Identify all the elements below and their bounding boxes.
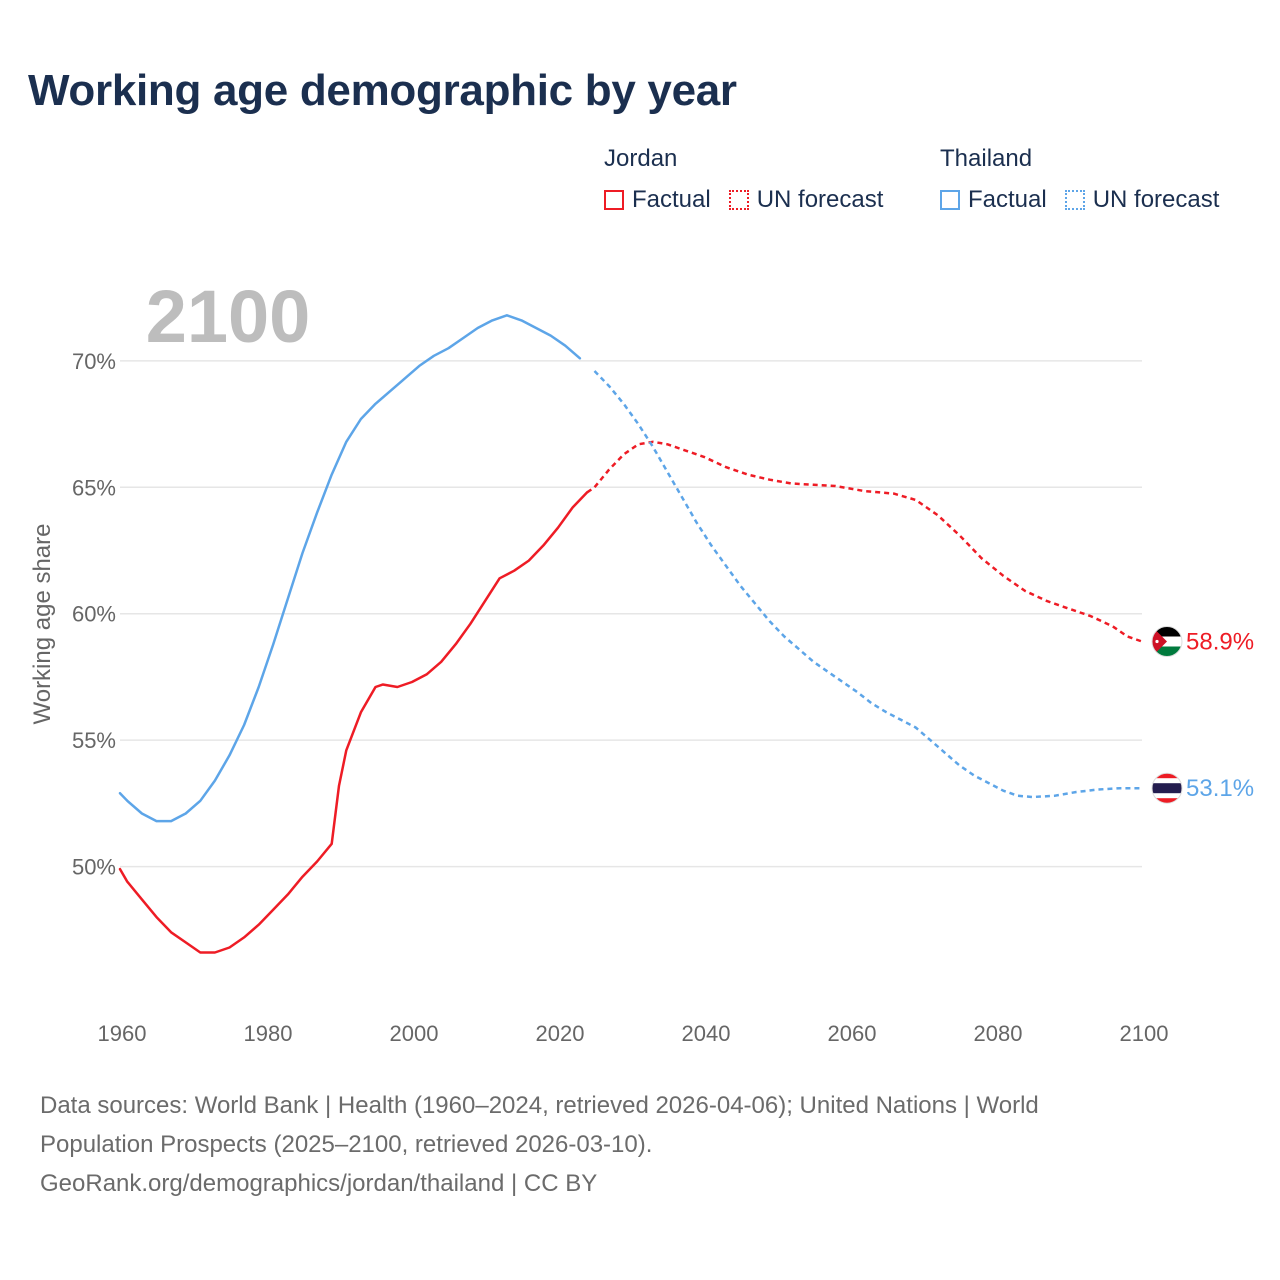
y-tick-label: 50%: [72, 855, 116, 880]
x-tick-label: 2040: [682, 1021, 731, 1046]
y-tick-label: 70%: [72, 349, 116, 374]
thailand-forecast-line: [593, 370, 1142, 799]
year-watermark: 2100: [146, 275, 311, 358]
x-tick-label: 2100: [1120, 1021, 1169, 1046]
legend-thailand-factual-label: Factual: [968, 186, 1047, 213]
y-axis-label: Working age share: [29, 524, 56, 725]
jordan-flag-icon: [1151, 626, 1183, 657]
footer-credit[interactable]: GeoRank.org/demographics/jordan/thailand…: [40, 1170, 598, 1197]
legend-thailand-factual[interactable]: Factual: [940, 186, 1047, 214]
x-tick-label: 2000: [390, 1021, 439, 1046]
gridlines: [120, 360, 1142, 868]
thailand-flag-icon: [1151, 772, 1183, 804]
legend-thailand-forecast-swatch: [1064, 190, 1085, 210]
footer-sources-line2: Population Prospects (2025–2100, retriev…: [40, 1131, 653, 1158]
legend-thailand-factual-swatch: [940, 190, 960, 210]
y-tick-label: 60%: [72, 602, 116, 627]
y-tick-label: 55%: [72, 728, 116, 753]
jordan-factual-line: [118, 491, 589, 954]
x-tick-label: 2020: [536, 1021, 585, 1046]
thailand-factual-line: [118, 314, 582, 823]
series-endpoints: 58.9% 53.1%: [1151, 626, 1254, 804]
x-tick-label: 2080: [974, 1021, 1023, 1046]
legend-thailand-forecast[interactable]: UN forecast: [1064, 186, 1220, 214]
jordan-end-label: 58.9%: [1186, 629, 1254, 656]
x-axis-ticks: 1960 1980 2000 2020 2040 2060 2080 2100: [98, 1021, 1169, 1046]
chart-footer: Data sources: World Bank | Health (1960–…: [40, 1086, 1240, 1203]
series-lines: [118, 314, 1143, 954]
legend-thailand-name: Thailand: [940, 145, 1033, 172]
y-tick-label: 65%: [72, 475, 116, 500]
y-axis-ticks: 50% 55% 60% 65% 70%: [72, 349, 116, 880]
legend-jordan-forecast[interactable]: UN forecast: [728, 186, 884, 214]
chart-title: Working age demographic by year: [28, 66, 737, 115]
legend-jordan-factual[interactable]: Factual: [604, 186, 711, 214]
legend-thailand: Thailand Factual UN forecast: [940, 144, 1219, 214]
legend-jordan-factual-swatch: [604, 190, 624, 210]
footer-sources-line1: Data sources: World Bank | Health (1960–…: [40, 1092, 1039, 1119]
x-tick-label: 1980: [244, 1021, 293, 1046]
jordan-forecast-line: [586, 440, 1143, 643]
x-tick-label: 2060: [828, 1021, 877, 1046]
legend-jordan-factual-label: Factual: [632, 186, 711, 213]
legend-jordan-name: Jordan: [604, 145, 678, 172]
legend-jordan: Jordan Factual UN forecast: [604, 144, 883, 214]
legend-thailand-forecast-label: UN forecast: [1092, 186, 1220, 213]
thailand-end-label: 53.1%: [1186, 775, 1254, 802]
legend-jordan-forecast-label: UN forecast: [756, 186, 884, 213]
x-tick-label: 1960: [98, 1021, 147, 1046]
legend-jordan-forecast-swatch: [728, 190, 749, 210]
